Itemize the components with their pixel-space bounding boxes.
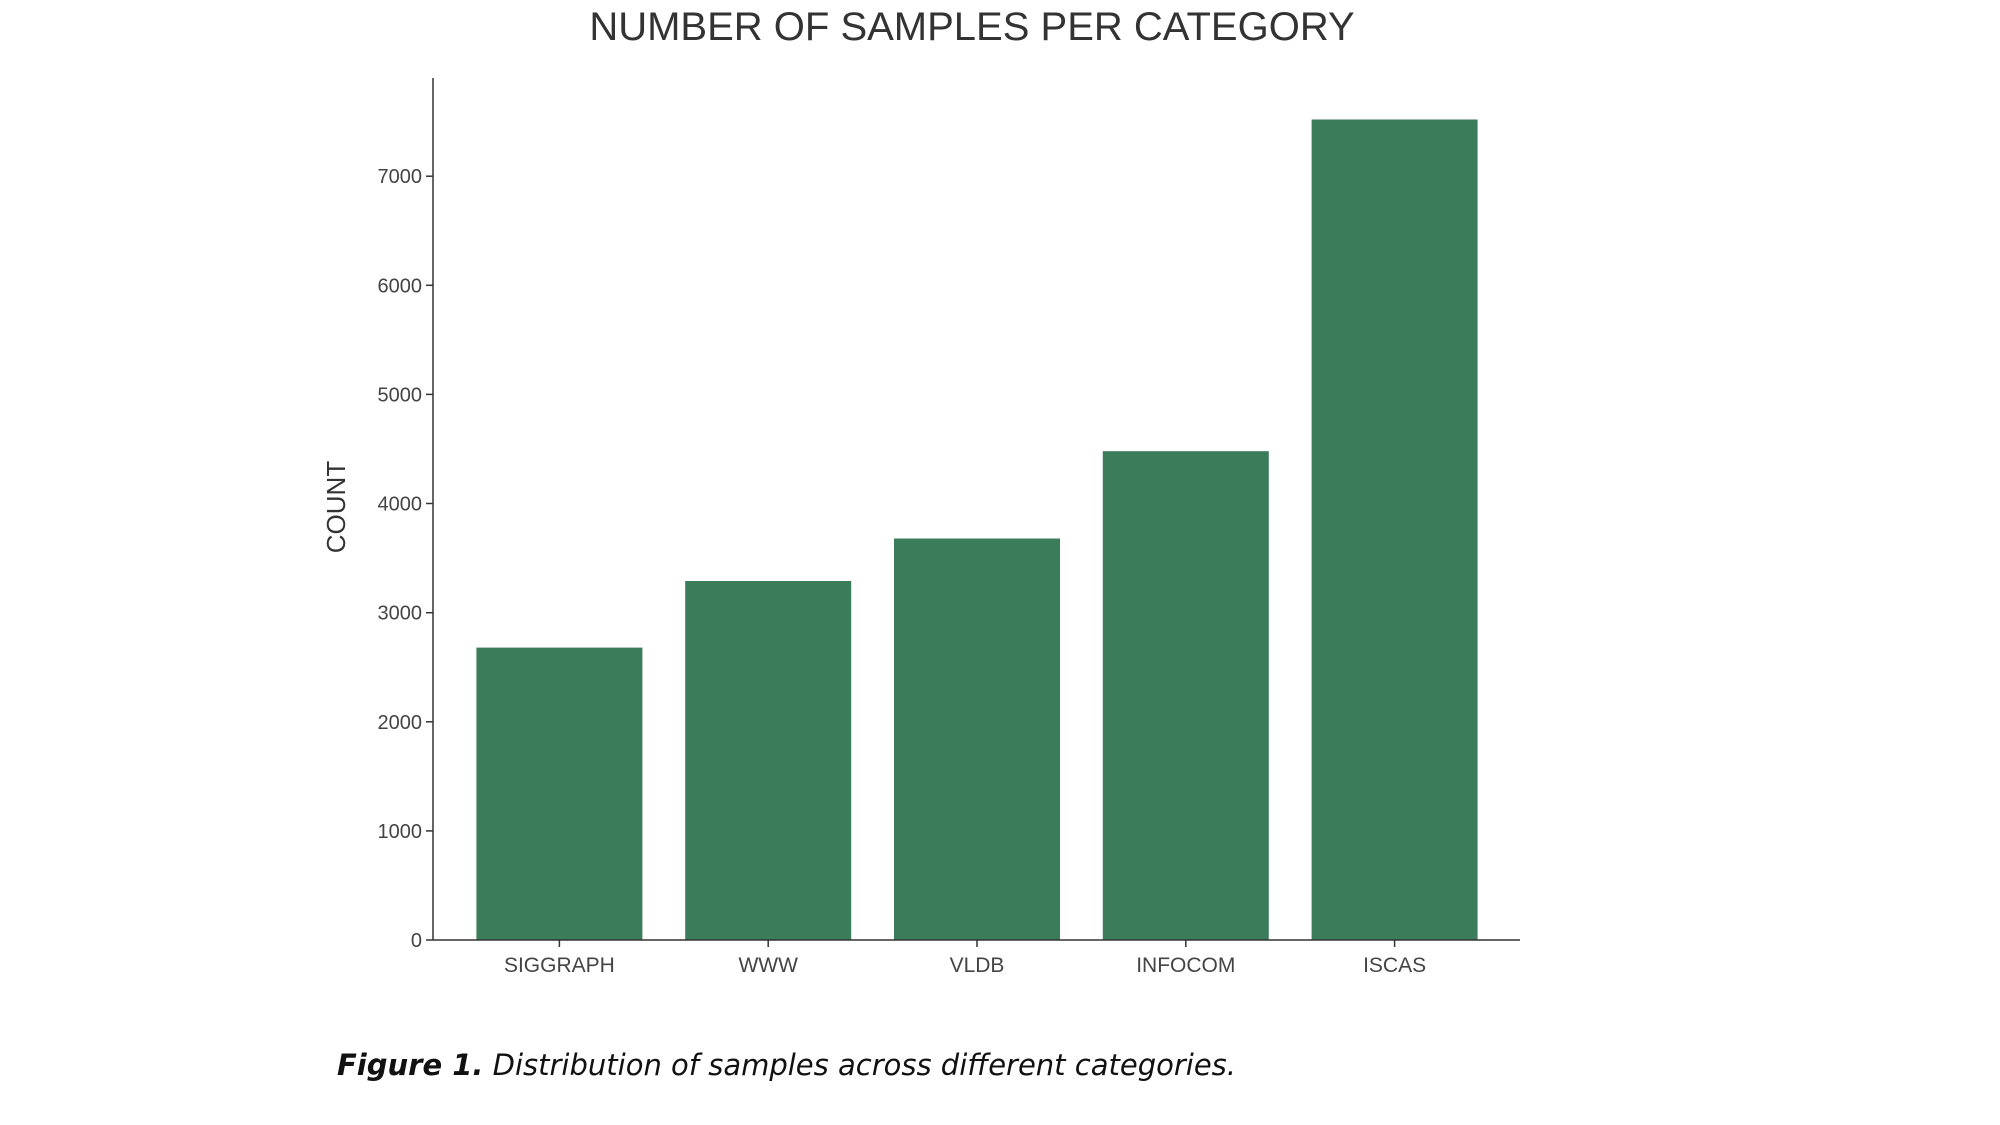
x-tick-label: WWW	[738, 954, 798, 977]
bar-chart: NUMBER OF SAMPLES PER CATEGORY COUNT 0 10…	[321, 5, 1520, 977]
bar-infocom	[1102, 451, 1269, 940]
y-axis-ticks: 0 1000 2000 3000 4000 5000 6000 7000	[378, 166, 433, 952]
figure-caption: Figure 1. Distribution of samples across…	[337, 1048, 1236, 1082]
y-tick-label: 1000	[378, 821, 423, 843]
figure-caption-text: Distribution of samples across different…	[492, 1048, 1236, 1082]
y-tick-label: 3000	[378, 603, 423, 625]
x-tick-label: INFOCOM	[1136, 954, 1235, 977]
y-tick-label: 6000	[378, 275, 423, 297]
x-axis-ticks: SIGGRAPH WWW VLDB INFOCOM ISCAS	[504, 940, 1426, 977]
y-tick-label: 2000	[378, 712, 423, 734]
x-tick-label: SIGGRAPH	[504, 954, 615, 977]
y-tick-label: 0	[411, 930, 422, 952]
bar-vldb	[894, 538, 1060, 940]
bar-www	[685, 581, 852, 940]
y-tick-label: 5000	[378, 384, 423, 406]
y-tick-label: 7000	[378, 166, 423, 188]
figure-caption-label: Figure 1.	[337, 1048, 484, 1082]
bar-siggraph	[476, 647, 643, 940]
x-tick-label: ISCAS	[1363, 954, 1426, 977]
chart-title: NUMBER OF SAMPLES PER CATEGORY	[589, 5, 1354, 49]
bars-group	[476, 119, 1478, 940]
bar-iscas	[1311, 119, 1478, 940]
y-tick-label: 4000	[378, 494, 423, 516]
y-axis-label: COUNT	[321, 461, 351, 554]
x-tick-label: VLDB	[950, 954, 1005, 977]
